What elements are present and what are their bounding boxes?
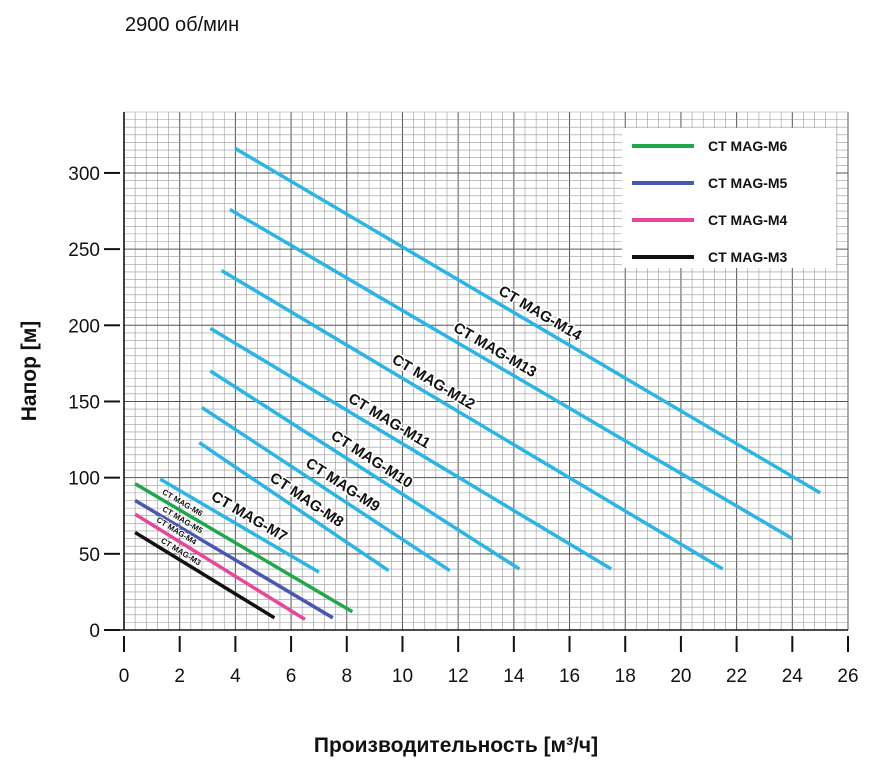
series-line-ct-mag-m8 bbox=[198, 441, 390, 573]
y-tick-label: 300 bbox=[68, 164, 100, 185]
legend-entry-label: CT MAG-M5 bbox=[708, 175, 788, 191]
page-title: 2900 об/мин bbox=[125, 14, 240, 36]
x-tick-label: 2 bbox=[174, 666, 185, 687]
x-tick-label: 18 bbox=[615, 666, 636, 687]
series-line-ct-mag-m11 bbox=[209, 326, 613, 571]
x-tick-label: 6 bbox=[286, 666, 297, 687]
y-tick-label: 50 bbox=[79, 545, 100, 566]
x-tick-label: 0 bbox=[119, 666, 130, 687]
x-tick-label: 26 bbox=[837, 666, 858, 687]
series-label: CT MAG-M13 bbox=[450, 319, 539, 381]
series-label: CT MAG-M14 bbox=[495, 282, 585, 344]
x-tick-label: 14 bbox=[503, 666, 525, 687]
x-tick-label: 12 bbox=[448, 666, 469, 687]
series-line-ct-mag-m12 bbox=[220, 268, 724, 571]
x-tick-label: 8 bbox=[341, 666, 352, 687]
x-tick-label: 20 bbox=[670, 666, 691, 687]
series-line-ct-mag-m7 bbox=[159, 477, 320, 574]
x-tick-label: 10 bbox=[392, 666, 413, 687]
series-line-ct-mag-m3 bbox=[134, 531, 276, 620]
series-line-ct-mag-m9 bbox=[201, 406, 451, 573]
y-axis-title: Напор [м] bbox=[18, 321, 41, 422]
chart-axes: 0 2 4 6 8 10 12 14 16 18 20 22 24 2605010015020025030… bbox=[68, 112, 859, 687]
series-line-ct-mag-m14 bbox=[234, 147, 822, 495]
series-line-ct-mag-m5 bbox=[134, 498, 334, 620]
y-tick-label: 200 bbox=[68, 316, 100, 337]
chart-legend: CT MAG-M6 CT MAG-M5 CT MAG-M4 CT MAG-M3 bbox=[622, 128, 836, 268]
x-tick-label: 4 bbox=[230, 666, 241, 687]
legend-entry-label: CT MAG-M3 bbox=[708, 249, 788, 265]
chart-titles: Производительность [м³/ч] Напор [м] bbox=[18, 321, 598, 757]
series-line-ct-mag-m13 bbox=[228, 207, 794, 541]
y-tick-label: 100 bbox=[68, 469, 100, 490]
series-line-ct-mag-m4 bbox=[134, 512, 306, 621]
x-tick-label: 16 bbox=[559, 666, 580, 687]
x-tick-label: 22 bbox=[726, 666, 747, 687]
series-line-ct-mag-m6 bbox=[134, 482, 354, 614]
x-axis-title: Производительность [м³/ч] bbox=[314, 734, 598, 757]
legend-box bbox=[622, 128, 836, 268]
legend-entry-label: CT MAG-M6 bbox=[708, 138, 788, 154]
legend-entry-label: CT MAG-M4 bbox=[708, 212, 788, 228]
y-tick-label: 150 bbox=[68, 392, 100, 413]
series-line-ct-mag-m10 bbox=[209, 369, 521, 571]
y-tick-label: 250 bbox=[68, 240, 100, 261]
y-tick-label: 0 bbox=[89, 621, 100, 642]
x-tick-label: 24 bbox=[782, 666, 804, 687]
